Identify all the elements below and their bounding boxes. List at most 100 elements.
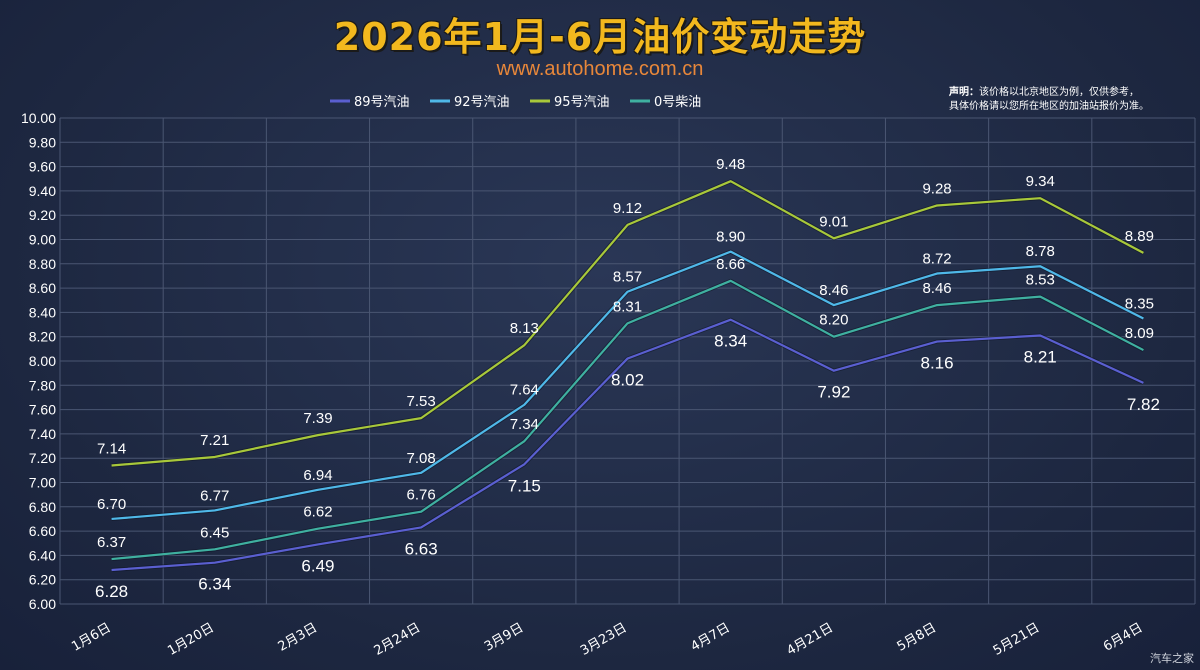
data-labels: 6.28 6.34 6.49 6.63 7.15 8.02 8.34 7.92 8.16 8.21…	[95, 156, 1160, 601]
data-label: 9.34	[1026, 173, 1055, 190]
y-tick-label: 10.00	[21, 110, 56, 126]
data-label: 7.08	[407, 450, 436, 467]
y-tick-label: 6.40	[29, 547, 56, 563]
legend-item-3[interactable]: 0号柴油	[630, 95, 701, 110]
data-label: 9.28	[922, 180, 951, 197]
data-label: 8.31	[613, 298, 642, 315]
y-tick-label: 9.40	[29, 183, 56, 199]
y-tick-label: 9.00	[29, 232, 56, 248]
data-label: 6.70	[97, 496, 126, 513]
legend-label: 0号柴油	[654, 95, 701, 110]
disclaimer-line-2: 具体价格请以您所在地区的加油站报价为准。	[949, 101, 1149, 112]
data-label: 6.94	[303, 467, 332, 484]
legend-item-0[interactable]: 89号汽油	[330, 95, 410, 110]
x-tick-label: 3月23日	[578, 620, 630, 658]
data-label: 7.14	[97, 440, 126, 457]
data-label: 6.63	[405, 539, 438, 558]
x-tick-label: 1月6日	[69, 620, 113, 654]
data-label: 6.45	[200, 524, 229, 541]
y-tick-label: 8.00	[29, 353, 56, 369]
data-label: 7.34	[510, 416, 539, 433]
series-line	[111, 318, 1144, 572]
y-tick-label: 9.80	[29, 134, 56, 150]
x-tick-label: 2月24日	[372, 620, 424, 658]
data-label: 8.20	[819, 312, 848, 329]
x-tick-label: 3月9日	[482, 620, 526, 654]
watermark: 汽车之家	[1150, 652, 1194, 665]
data-label: 8.46	[819, 282, 848, 299]
data-label: 6.49	[301, 556, 334, 575]
data-label: 8.89	[1125, 228, 1154, 245]
y-tick-label: 7.60	[29, 402, 56, 418]
data-label: 7.39	[303, 410, 332, 427]
y-tick-label: 7.00	[29, 475, 56, 491]
data-label: 6.37	[97, 534, 126, 551]
data-label: 8.34	[714, 332, 747, 351]
chart-title: 2026年1月-6月油价变动走势	[333, 15, 867, 59]
y-tick-label: 8.60	[29, 280, 56, 296]
x-tick-label: 5月21日	[991, 620, 1043, 658]
legend-label: 92号汽油	[454, 95, 510, 110]
x-tick-label: 4月7日	[688, 620, 732, 654]
data-label: 9.01	[819, 213, 848, 230]
data-label: 6.34	[198, 575, 231, 594]
x-tick-label: 1月20日	[165, 620, 217, 658]
data-label: 8.21	[1024, 347, 1057, 366]
y-tick-label: 6.60	[29, 523, 56, 539]
data-label: 7.21	[200, 432, 229, 449]
data-label: 8.66	[716, 256, 745, 273]
data-label: 8.13	[510, 320, 539, 337]
data-label: 6.62	[303, 504, 332, 521]
data-label: 9.12	[613, 200, 642, 217]
data-label: 8.78	[1026, 243, 1055, 260]
y-tick-label: 9.20	[29, 207, 56, 223]
x-tick-label: 4月21日	[784, 620, 836, 658]
data-label: 9.48	[716, 156, 745, 173]
data-label: 8.57	[613, 269, 642, 286]
y-tick-label: 6.20	[29, 572, 56, 588]
legend-label: 95号汽油	[554, 95, 610, 110]
data-label: 6.77	[200, 487, 229, 504]
data-label: 8.02	[611, 371, 644, 390]
data-label: 8.53	[1026, 272, 1055, 289]
x-tick-label: 5月8日	[895, 620, 939, 654]
y-tick-label: 6.00	[29, 596, 56, 612]
series-lines	[111, 179, 1145, 572]
disclaimer-line-1: 该价格以北京地区为例，仅供参考，	[979, 87, 1139, 98]
data-label: 7.92	[817, 383, 850, 402]
disclaimer-label: 声明：	[949, 87, 979, 98]
series-line	[111, 250, 1144, 521]
data-label: 6.76	[407, 487, 436, 504]
x-axis-ticks: 1月6日 1月20日 2月3日 2月24日 3月9日 3月23日 4月7日 4月21日 5月8日…	[69, 620, 1145, 658]
data-label: 8.46	[922, 280, 951, 297]
chart-subtitle-url: www.autohome.com.cn	[496, 58, 704, 80]
data-label: 8.35	[1125, 295, 1154, 312]
legend-label: 89号汽油	[354, 95, 410, 110]
y-tick-label: 8.20	[29, 329, 56, 345]
data-label: 7.64	[510, 382, 539, 399]
data-label: 8.72	[922, 251, 951, 268]
disclaimer-note: 声明：该价格以北京地区为例，仅供参考， 具体价格请以您所在地区的加油站报价为准。	[949, 86, 1184, 114]
y-tick-label: 7.80	[29, 377, 56, 393]
chart-legend[interactable]: 89号汽油 92号汽油 95号汽油 0号柴油	[330, 95, 701, 110]
y-axis-ticks: 6.00 6.20 6.40 6.60 6.80 7.00 7.20 7.40 7.60 7.80…	[21, 110, 56, 612]
data-label: 8.16	[920, 354, 953, 373]
y-tick-label: 8.40	[29, 304, 56, 320]
data-label: 8.09	[1125, 325, 1154, 342]
data-label: 7.53	[407, 393, 436, 410]
y-tick-label: 8.80	[29, 256, 56, 272]
y-tick-label: 7.20	[29, 450, 56, 466]
x-tick-label: 2月3日	[276, 620, 320, 654]
data-label: 7.15	[508, 476, 541, 495]
legend-item-2[interactable]: 95号汽油	[530, 95, 610, 110]
data-label: 7.82	[1127, 395, 1160, 414]
data-label: 6.28	[95, 582, 128, 601]
legend-item-1[interactable]: 92号汽油	[430, 95, 510, 110]
y-tick-label: 9.60	[29, 159, 56, 175]
x-tick-label: 6月4日	[1101, 620, 1145, 654]
data-label: 8.90	[716, 229, 745, 246]
series-line	[111, 180, 1144, 467]
series-line	[111, 279, 1144, 561]
y-tick-label: 6.80	[29, 499, 56, 515]
